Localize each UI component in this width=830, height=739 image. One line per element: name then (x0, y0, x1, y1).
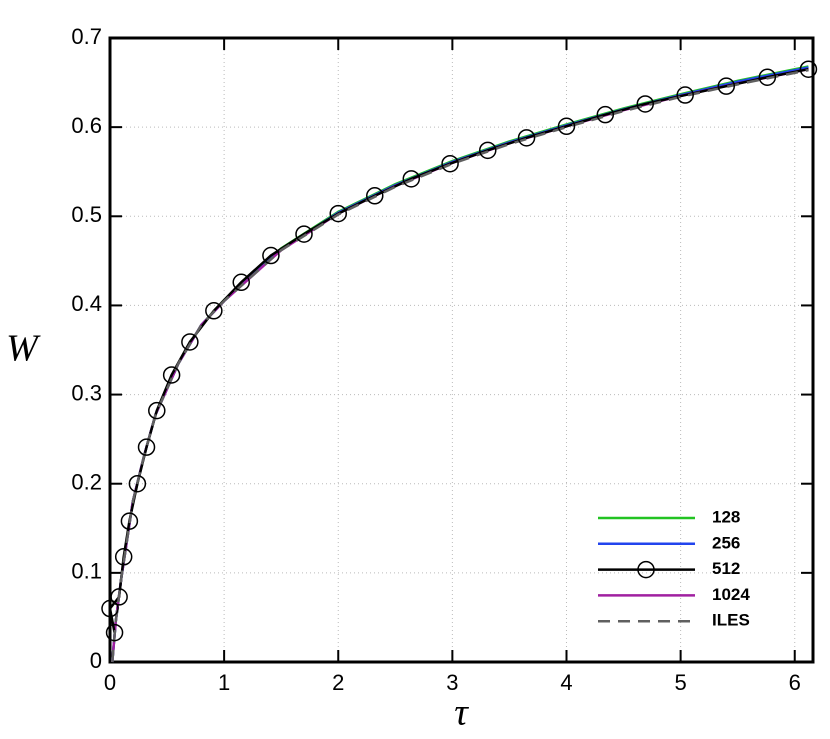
marker (232, 273, 250, 292)
marker (596, 105, 615, 124)
legend-label: 256 (712, 533, 740, 552)
y-tick-label: 0.2 (71, 470, 102, 495)
marker (366, 187, 384, 205)
y-tick-label: 0.6 (71, 113, 102, 138)
marker (110, 588, 128, 606)
series-line (111, 68, 809, 663)
series-line (111, 66, 809, 663)
marker (114, 548, 133, 566)
marker (148, 401, 166, 420)
marker (758, 68, 777, 86)
legend-label: 128 (712, 507, 740, 526)
marker (402, 170, 421, 188)
y-axis-label: W (6, 328, 41, 370)
plot-frame (108, 36, 815, 664)
y-tick-label: 0.4 (71, 291, 102, 316)
legend-label: ILES (712, 611, 750, 630)
x-tick-label: 4 (560, 670, 572, 695)
marker (295, 225, 313, 243)
x-tick-label: 6 (789, 670, 801, 695)
legend-label: 1024 (712, 585, 750, 604)
marker (101, 599, 119, 618)
marker (162, 366, 181, 384)
marker (441, 154, 459, 173)
marker (181, 333, 199, 351)
marker (557, 117, 576, 136)
x-tick-label: 1 (218, 670, 230, 695)
marker (105, 623, 124, 642)
y-tick-label: 0.1 (71, 559, 102, 584)
marker (262, 246, 280, 265)
x-tick-label: 0 (104, 670, 116, 695)
series-line (108, 67, 809, 633)
marker (676, 86, 694, 104)
x-axis-label: τ (454, 692, 469, 734)
marker (128, 474, 147, 493)
marker (517, 129, 536, 147)
y-tick-label: 0.5 (71, 202, 102, 227)
x-tick-label: 2 (332, 670, 344, 695)
marker (329, 204, 347, 223)
y-tick-label: 0.3 (71, 380, 102, 405)
y-tick-label: 0.7 (71, 24, 102, 49)
series-line (111, 65, 809, 663)
x-tick-label: 3 (446, 670, 458, 695)
legend-label: 512 (712, 559, 740, 578)
marker (478, 141, 497, 160)
marker (120, 512, 139, 530)
y-tick-label: 0 (90, 648, 102, 673)
marker (137, 438, 156, 456)
legend-marker (637, 560, 655, 579)
marker (205, 302, 223, 320)
marker (636, 95, 654, 113)
marker (717, 77, 736, 95)
marker (799, 60, 818, 78)
x-tick-label: 5 (674, 670, 686, 695)
